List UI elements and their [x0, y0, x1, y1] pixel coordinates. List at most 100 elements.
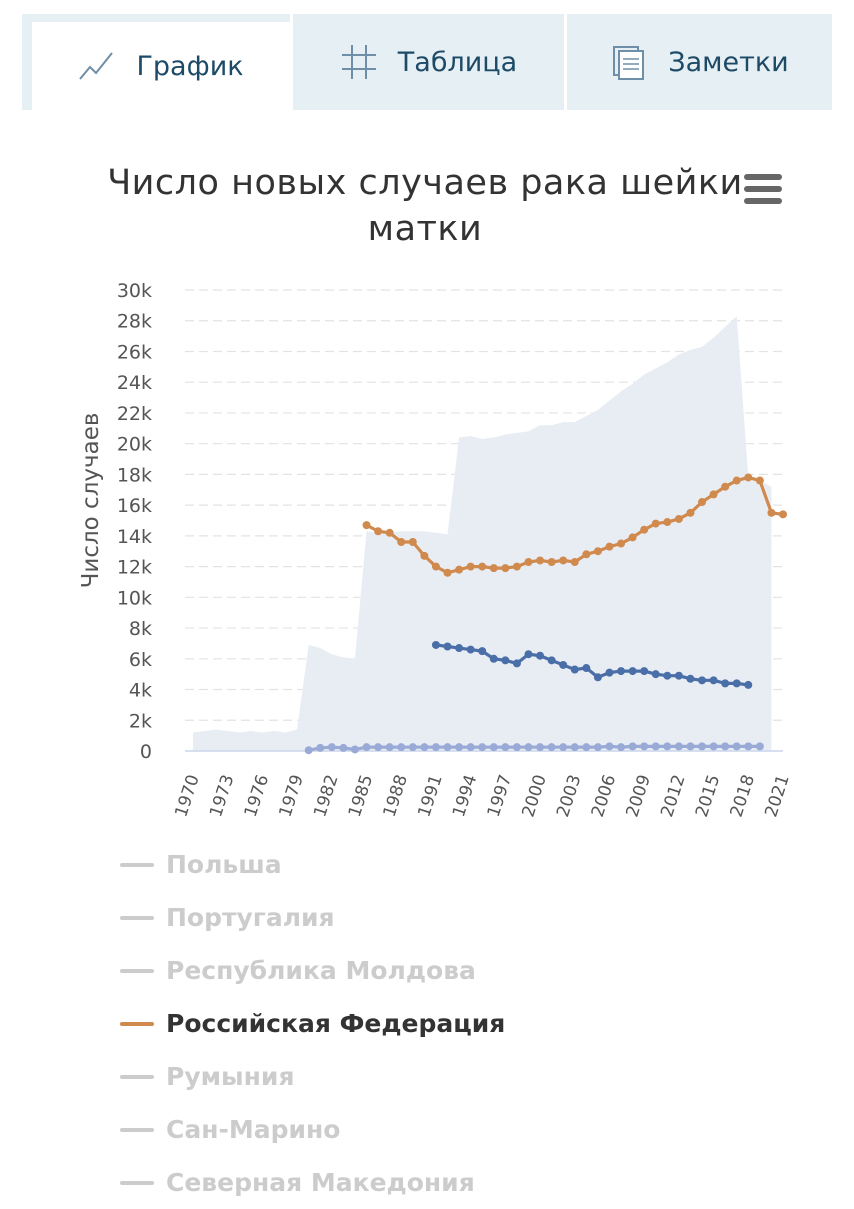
chart-legend: Польша Португалия Республика Молдова Россий…	[120, 838, 505, 1209]
y-tick-label: 20k	[117, 434, 152, 456]
data-point	[744, 742, 753, 751]
legend-label: Северная Македония	[166, 1168, 475, 1197]
y-tick-label: 16k	[117, 495, 152, 517]
data-point	[570, 557, 579, 566]
legend-item[interactable]: Северная Македония	[120, 1156, 505, 1209]
x-tick-label: 2021	[761, 772, 793, 819]
data-point	[501, 743, 510, 752]
data-point	[755, 476, 764, 485]
data-point	[709, 742, 718, 751]
x-tick-label: 1973	[206, 772, 238, 819]
legend-swatch	[120, 862, 154, 867]
legend-item[interactable]: Российская Федерация	[120, 997, 505, 1050]
legend-label: Российская Федерация	[166, 1009, 506, 1038]
data-point	[674, 742, 683, 751]
data-point	[732, 742, 741, 751]
x-tick-label: 2012	[657, 772, 689, 819]
data-point	[732, 679, 741, 688]
y-tick-label: 10k	[117, 587, 152, 609]
line-chart-icon	[78, 47, 116, 85]
data-point	[640, 525, 649, 534]
legend-swatch	[120, 915, 154, 920]
data-point	[698, 742, 707, 751]
data-point	[536, 651, 545, 660]
data-point	[524, 650, 533, 659]
data-point	[651, 519, 660, 528]
series-line	[308, 744, 760, 752]
data-point	[547, 557, 556, 566]
data-point	[605, 542, 614, 551]
data-point	[663, 518, 672, 527]
legend-swatch	[120, 1021, 154, 1026]
data-point	[327, 743, 336, 752]
data-point	[721, 742, 730, 751]
data-point	[628, 742, 637, 751]
tab-bar: График Таблица Заметки	[22, 14, 832, 110]
data-point	[628, 533, 637, 542]
tab-notes[interactable]: Заметки	[567, 14, 832, 110]
legend-item[interactable]: Польша	[120, 838, 505, 891]
data-point	[617, 539, 626, 548]
data-point	[698, 498, 707, 507]
legend-item[interactable]: Республика Молдова	[120, 944, 505, 997]
tab-chart-label: График	[136, 50, 244, 82]
data-point	[362, 521, 371, 530]
y-tick-label: 12k	[117, 557, 152, 579]
data-point	[431, 640, 440, 649]
data-point	[640, 667, 649, 676]
legend-item[interactable]: Румыния	[120, 1050, 505, 1103]
data-point	[582, 550, 591, 559]
data-point	[478, 562, 487, 571]
hamburger-menu-icon[interactable]	[744, 172, 784, 206]
legend-label: Сан-Марино	[166, 1115, 341, 1144]
data-point	[570, 743, 579, 752]
data-point	[547, 743, 556, 752]
y-tick-label: 30k	[117, 280, 152, 302]
data-point	[512, 562, 521, 571]
data-point	[512, 659, 521, 668]
data-point	[593, 673, 602, 682]
data-point	[570, 665, 579, 674]
data-point	[397, 743, 406, 752]
y-tick-label: 6k	[129, 649, 152, 671]
data-point	[316, 743, 325, 752]
x-tick-label: 1994	[449, 772, 481, 819]
legend-item[interactable]: Сан-Марино	[120, 1103, 505, 1156]
tab-table[interactable]: Таблица	[293, 14, 564, 110]
data-point	[362, 743, 371, 752]
y-tick-label: 18k	[117, 464, 152, 486]
data-point	[374, 527, 383, 536]
y-tick-label: 24k	[117, 372, 152, 394]
y-tick-label: 4k	[129, 680, 152, 702]
legend-item[interactable]: Португалия	[120, 891, 505, 944]
data-point	[339, 743, 348, 752]
data-point	[674, 671, 683, 680]
data-point	[628, 667, 637, 676]
data-point	[397, 538, 406, 547]
tab-notes-label: Заметки	[668, 46, 789, 78]
data-point	[512, 743, 521, 752]
x-tick-label: 1970	[171, 772, 203, 819]
data-point	[431, 743, 440, 752]
data-point	[755, 742, 764, 751]
x-tick-label: 1991	[414, 772, 446, 819]
y-tick-label: 2k	[129, 710, 152, 732]
data-point	[651, 742, 660, 751]
data-point	[744, 680, 753, 689]
data-point	[559, 660, 568, 669]
data-point	[489, 743, 498, 752]
data-point	[536, 556, 545, 565]
data-point	[408, 538, 417, 547]
notes-icon	[610, 43, 648, 81]
data-point	[466, 562, 475, 571]
tab-chart[interactable]: График	[32, 22, 290, 110]
x-tick-label: 2000	[518, 772, 550, 819]
data-point	[617, 667, 626, 676]
data-point	[640, 742, 649, 751]
data-point	[721, 482, 730, 491]
tab-divider	[290, 14, 293, 110]
x-tick-label: 2006	[588, 772, 620, 819]
data-point	[489, 654, 498, 663]
data-point	[732, 476, 741, 485]
x-tick-label: 1976	[241, 772, 273, 819]
